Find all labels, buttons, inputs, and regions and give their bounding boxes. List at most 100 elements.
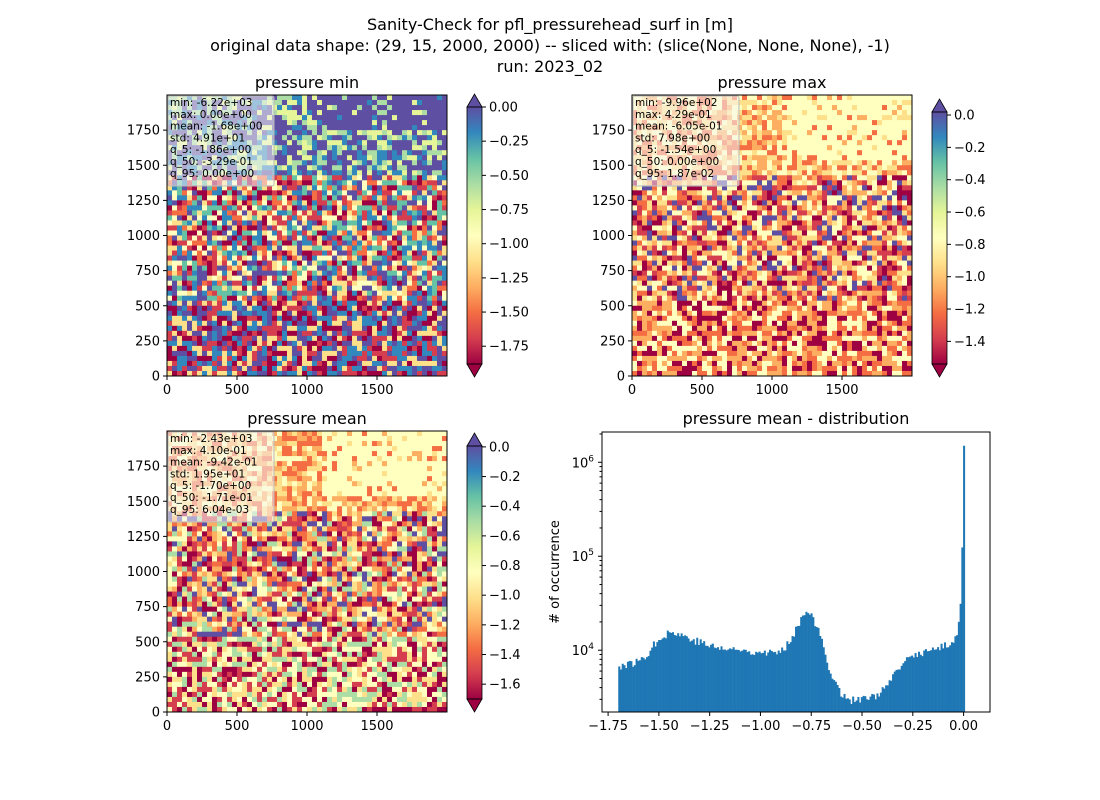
heatmap-cell [227,355,233,362]
heatmap-cell [302,265,308,272]
heatmap-cell [227,320,233,327]
heatmap-cell [812,105,818,111]
heatmap-cell [907,170,913,176]
heatmap-cell [222,215,228,221]
heatmap-cell [277,310,283,317]
heatmap-cell [887,95,893,101]
heatmap-cell [172,290,178,297]
heatmap-cell [712,235,718,241]
heatmap-cell [282,325,288,332]
heatmap-cell [342,115,348,121]
heatmap-cell [277,150,283,156]
heatmap-cell [322,245,328,251]
heatmap-cell [327,320,333,327]
heatmap-cell [232,300,238,307]
heatmap-cell [857,150,863,156]
figure-title-line-3: run: 2023_02 [497,57,603,77]
heatmap-cell [362,235,368,241]
heatmap-cell [762,130,768,136]
heatmap-cell [652,210,658,216]
heatmap-cell [772,115,778,121]
heatmap-cell [387,185,393,191]
heatmap-cell [857,245,863,251]
heatmap-cell [837,135,843,141]
heatmap-cell [417,205,423,211]
heatmap-cell [342,135,348,141]
heatmap-cell [377,120,383,126]
heatmap-cell [407,250,413,256]
heatmap-cell [232,225,238,231]
heatmap-cell [737,240,743,246]
heatmap-cell [417,220,423,226]
heatmap-cell [692,235,698,241]
heatmap-cell [342,265,348,272]
heatmap-cell [842,160,848,166]
heatmap-cell [242,280,248,287]
heatmap-cell [277,95,283,101]
heatmap-cell [262,360,268,367]
heatmap-cell [187,220,193,226]
heatmap-cell [192,190,198,196]
heatmap-cell [637,215,643,221]
heatmap-cell [887,145,893,151]
heatmap-cell [282,350,288,357]
heatmap-cell [837,140,843,146]
heatmap-cell [822,185,828,191]
heatmap-cell [267,305,273,312]
heatmap-cell [377,225,383,231]
heatmap-cell [787,235,793,241]
heatmap-cell [342,335,348,342]
heatmap-cell [712,220,718,226]
heatmap-cell [322,215,328,221]
heatmap-cell [767,200,773,206]
heatmap-cell [317,195,323,201]
heatmap-cell [267,280,273,287]
heatmap-cell [377,260,383,267]
heatmap-cell [372,275,378,282]
heatmap-cell [727,245,733,251]
heatmap-cell [882,215,888,221]
heatmap-cell [907,190,913,196]
heatmap-cell [222,270,228,277]
heatmap-cell [337,350,343,357]
heatmap-cell [822,240,828,246]
heatmap-cell [337,125,343,131]
heatmap-cell [422,355,428,362]
heatmap-cell [262,225,268,231]
heatmap-cell [812,215,818,221]
heatmap-cell [427,330,433,337]
heatmap-cell [737,115,743,121]
heatmap-cell [402,140,408,146]
heatmap-cell [787,230,793,236]
heatmap-cell [182,200,188,206]
heatmap-cell [227,200,233,206]
heatmap-cell [757,190,763,196]
heatmap-cell [267,195,273,201]
heatmap-cell [437,335,443,342]
heatmap-cell [762,220,768,226]
heatmap-cell [402,315,408,322]
heatmap-cell [677,240,683,246]
heatmap-cell [872,100,878,106]
heatmap-cell [782,195,788,201]
heatmap-cell [292,280,298,287]
heatmap-cell [257,305,263,312]
heatmap-cell [292,190,298,196]
heatmap-cell [427,260,433,267]
heatmap-cell [287,340,293,347]
heatmap-cell [737,230,743,236]
heatmap-cell [862,140,868,146]
heatmap-cell [217,205,223,211]
heatmap-cell [382,205,388,211]
heatmap-cell [877,125,883,131]
heatmap-cell [322,155,328,161]
heatmap-cell [437,220,443,226]
heatmap-cell [642,225,648,231]
heatmap-cell [267,185,273,191]
heatmap-cell [717,195,723,201]
heatmap-cell [437,120,443,126]
heatmap-cell [387,130,393,136]
heatmap-cell [317,125,323,131]
heatmap-cell [242,370,248,377]
heatmap-cell [282,120,288,126]
